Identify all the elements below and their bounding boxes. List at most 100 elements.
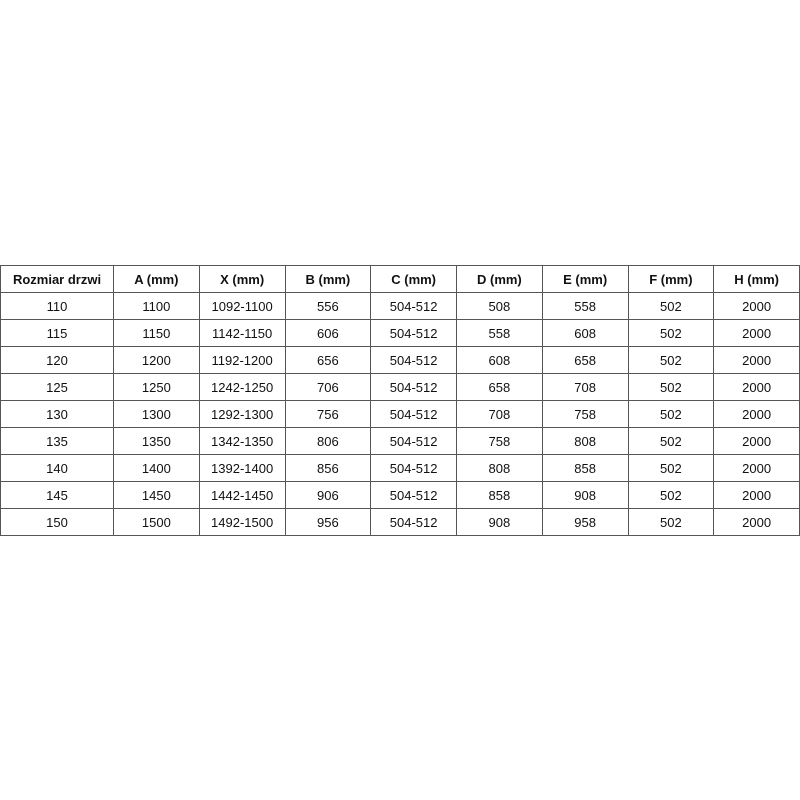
header-row: Rozmiar drzwi A (mm) X (mm) B (mm) C (mm) D (… [0,265,800,293]
table-row: 120 1200 1192-1200 656 504-512 608 658 502 2000 [0,346,800,374]
table-row: 115 1150 1142-1150 606 504-512 558 608 502 2000 [0,319,800,347]
table-cell: 2000 [713,508,800,536]
table-cell: 504-512 [370,427,457,455]
table-cell: 856 [284,454,372,482]
table-cell: 2000 [713,481,800,509]
table-cell: 1142-1150 [198,319,286,347]
table-cell: 504-512 [370,400,457,428]
table-cell: 658 [456,373,543,401]
table-cell: 150 [0,508,114,536]
table-cell: 504-512 [370,346,457,374]
table-cell: 2000 [713,346,800,374]
table-cell: 1192-1200 [198,346,286,374]
table-cell: 806 [284,427,372,455]
column-header: X (mm) [198,265,286,293]
table-cell: 708 [541,373,629,401]
table-cell: 1150 [113,319,200,347]
table-cell: 656 [284,346,372,374]
table-cell: 502 [627,346,715,374]
table-cell: 1450 [113,481,200,509]
table-cell: 1092-1100 [198,292,286,320]
table-cell: 120 [0,346,114,374]
table-cell: 130 [0,400,114,428]
table-cell: 908 [456,508,543,536]
table-cell: 808 [541,427,629,455]
table-cell: 708 [456,400,543,428]
table-cell: 2000 [713,292,800,320]
table-cell: 858 [456,481,543,509]
table-cell: 606 [284,319,372,347]
table-cell: 1292-1300 [198,400,286,428]
table-cell: 508 [456,292,543,320]
table-cell: 502 [627,508,715,536]
table-row: 135 1350 1342-1350 806 504-512 758 808 502 2000 [0,427,800,455]
door-size-table: Rozmiar drzwi A (mm) X (mm) B (mm) C (mm) D (… [0,265,800,536]
table-cell: 504-512 [370,373,457,401]
table-cell: 502 [627,427,715,455]
column-header: H (mm) [713,265,800,293]
table-cell: 140 [0,454,114,482]
table-cell: 1350 [113,427,200,455]
table-cell: 808 [456,454,543,482]
table-cell: 558 [456,319,543,347]
table-cell: 504-512 [370,292,457,320]
column-header: E (mm) [541,265,629,293]
table-cell: 908 [541,481,629,509]
table-cell: 2000 [713,319,800,347]
table-cell: 2000 [713,454,800,482]
table-cell: 135 [0,427,114,455]
table-cell: 145 [0,481,114,509]
table-row: 150 1500 1492-1500 956 504-512 908 958 502 2000 [0,508,800,536]
table-row: 130 1300 1292-1300 756 504-512 708 758 502 2000 [0,400,800,428]
table-cell: 758 [456,427,543,455]
table-cell: 502 [627,319,715,347]
table-cell: 502 [627,454,715,482]
table-cell: 502 [627,400,715,428]
table-cell: 1442-1450 [198,481,286,509]
table-cell: 1342-1350 [198,427,286,455]
table-cell: 2000 [713,427,800,455]
table-cell: 1500 [113,508,200,536]
table-cell: 758 [541,400,629,428]
column-header: D (mm) [456,265,543,293]
table-row: 140 1400 1392-1400 856 504-512 808 858 502 2000 [0,454,800,482]
table-cell: 706 [284,373,372,401]
table-cell: 502 [627,292,715,320]
table-cell: 858 [541,454,629,482]
table-cell: 906 [284,481,372,509]
table-row: 110 1100 1092-1100 556 504-512 508 558 502 2000 [0,292,800,320]
table-cell: 2000 [713,400,800,428]
table-cell: 502 [627,481,715,509]
table-cell: 115 [0,319,114,347]
table-cell: 504-512 [370,319,457,347]
table-cell: 1300 [113,400,200,428]
table-cell: 608 [541,319,629,347]
table-cell: 125 [0,373,114,401]
table-cell: 558 [541,292,629,320]
column-header: Rozmiar drzwi [0,265,114,293]
table-cell: 958 [541,508,629,536]
table-cell: 1242-1250 [198,373,286,401]
column-header: F (mm) [627,265,715,293]
column-header: C (mm) [370,265,457,293]
table-cell: 1250 [113,373,200,401]
table-cell: 658 [541,346,629,374]
table-cell: 1100 [113,292,200,320]
column-header: A (mm) [113,265,200,293]
table-row: 145 1450 1442-1450 906 504-512 858 908 502 2000 [0,481,800,509]
table-cell: 956 [284,508,372,536]
table-cell: 608 [456,346,543,374]
table-cell: 756 [284,400,372,428]
table-cell: 502 [627,373,715,401]
table-cell: 2000 [713,373,800,401]
table-cell: 1392-1400 [198,454,286,482]
table-cell: 1400 [113,454,200,482]
column-header: B (mm) [284,265,372,293]
table-cell: 1492-1500 [198,508,286,536]
table-cell: 504-512 [370,454,457,482]
table-cell: 110 [0,292,114,320]
table-cell: 504-512 [370,508,457,536]
table-cell: 1200 [113,346,200,374]
table-cell: 556 [284,292,372,320]
table-row: 125 1250 1242-1250 706 504-512 658 708 502 2000 [0,373,800,401]
